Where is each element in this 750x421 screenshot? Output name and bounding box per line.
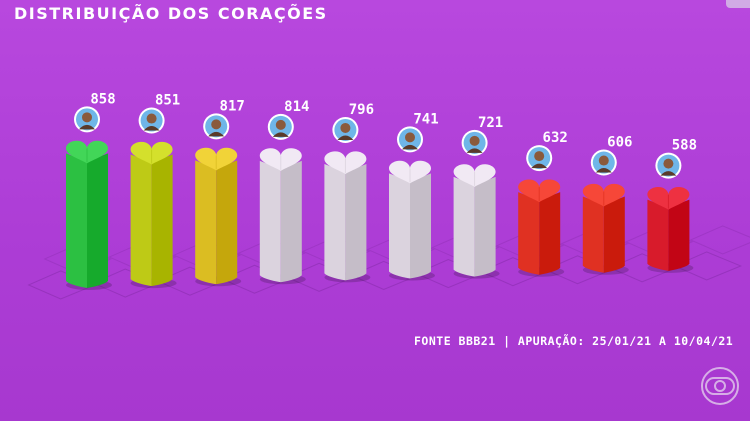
person-avatar-icon [138, 107, 165, 134]
bar-face-left [453, 176, 475, 277]
bar-face-right [603, 196, 625, 273]
bar-face-left [259, 160, 281, 283]
bar-9: 606 [582, 135, 632, 275]
person-avatar-icon [332, 116, 359, 143]
bar-face-left [647, 199, 669, 271]
value-label: 606 [607, 135, 632, 151]
bar-face-right [345, 163, 367, 281]
bar-5: 796 [324, 102, 374, 283]
bar-face-left [130, 154, 152, 287]
bar-face-left [582, 196, 604, 273]
person-avatar-icon [397, 126, 423, 153]
source-note: FONTE BBB21 | APURAÇÃO: 25/01/21 A 10/04… [414, 334, 734, 348]
value-label: 796 [349, 102, 374, 118]
bar-face-left [66, 153, 87, 288]
value-label: 721 [478, 115, 503, 131]
value-label: 858 [90, 91, 115, 107]
bars-group: 858 851 817 814 796 741 721 632 606 588 [66, 91, 697, 290]
bar-7: 721 [453, 115, 503, 279]
value-label: 817 [220, 98, 245, 114]
bar-face-right [410, 173, 431, 279]
globo-logo-icon [701, 367, 739, 405]
bar-face-right [474, 176, 496, 277]
person-avatar-icon [203, 113, 230, 140]
person-avatar-icon [74, 106, 100, 133]
bar-face-left [389, 173, 410, 279]
person-avatar-icon [655, 152, 682, 179]
person-avatar-icon [526, 145, 553, 172]
floor-tile [673, 251, 743, 281]
chart-title: DISTRIBUIÇÃO DOS CORAÇÕES [14, 4, 328, 23]
bar-10: 588 [647, 138, 697, 273]
corner-watermark [726, 0, 750, 8]
person-avatar-icon [267, 113, 294, 140]
bar-2: 851 [130, 93, 180, 289]
bar-face-right [87, 153, 108, 288]
bar-8: 632 [518, 130, 568, 277]
bar-4: 814 [259, 99, 309, 285]
bar-face-right [216, 160, 238, 285]
bar-face-right [280, 160, 302, 283]
value-label: 741 [413, 111, 438, 127]
bar-face-right [539, 192, 561, 275]
bar-face-right [668, 199, 690, 271]
bar-face-left [518, 192, 540, 275]
floor-tile [689, 225, 750, 255]
bar-1: 858 [66, 91, 116, 290]
bar-face-right [151, 154, 173, 287]
value-label: 851 [155, 93, 180, 109]
person-avatar-icon [461, 129, 488, 156]
value-label: 632 [543, 130, 568, 146]
value-label: 814 [284, 99, 309, 115]
bar-face-left [195, 160, 217, 285]
value-label: 588 [672, 138, 697, 154]
bar-3: 817 [195, 98, 245, 287]
person-avatar-icon [590, 149, 617, 176]
bar-6: 741 [389, 111, 439, 281]
bar-face-left [324, 163, 346, 281]
